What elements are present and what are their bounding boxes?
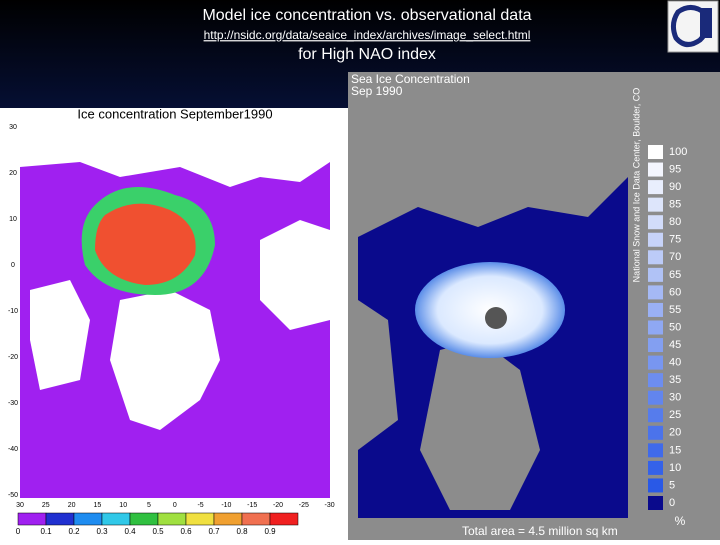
colorbar-label: 0.9 [264, 527, 276, 536]
legend-swatch [648, 425, 663, 440]
legend-label: 55 [669, 304, 681, 316]
legend-swatch [648, 408, 663, 423]
model-map [0, 108, 355, 540]
legend-label: 85 [669, 199, 681, 211]
x-axis-label: -10 [221, 502, 231, 509]
colorbar-swatch [241, 512, 271, 526]
y-axis-label: 30 [9, 124, 17, 131]
legend-label: 100 [669, 146, 687, 158]
colorbar-swatch [17, 512, 47, 526]
legend-swatch [648, 320, 663, 335]
legend-swatch [648, 197, 663, 212]
colorbar-label: 0.8 [236, 527, 248, 536]
legend-swatch [648, 478, 663, 493]
legend-label: 0 [669, 497, 675, 509]
legend-swatch [648, 338, 663, 353]
observed-map-date: Sep 1990 [351, 84, 403, 98]
y-axis-label: -40 [8, 446, 18, 453]
x-axis-label: -15 [247, 502, 257, 509]
logo [667, 0, 719, 53]
y-axis-label: -30 [8, 400, 18, 407]
colorbar-label: 0.1 [40, 527, 52, 536]
source-url[interactable]: http://nsidc.org/data/seaice_index/archi… [204, 28, 531, 42]
colorbar-label: 0.3 [96, 527, 108, 536]
colorbar-swatch [269, 512, 299, 526]
y-axis-label: 20 [9, 170, 17, 177]
colorbar-label: 0.2 [68, 527, 80, 536]
colorbar-swatch [157, 512, 187, 526]
slide-subtitle: for High NAO index [298, 46, 436, 63]
model-map-title: Ice concentration September1990 [77, 106, 272, 121]
colorbar-swatch [213, 512, 243, 526]
legend-swatch [648, 496, 663, 510]
legend-swatch [648, 162, 663, 177]
legend-label: 50 [669, 321, 681, 333]
legend-label: 65 [669, 269, 681, 281]
legend-unit: % [675, 514, 686, 528]
legend-swatch [648, 460, 663, 475]
x-axis-label: 25 [42, 502, 50, 509]
legend-swatch [648, 355, 663, 370]
x-axis-label: -5 [197, 502, 203, 509]
y-axis-label: 0 [11, 262, 15, 269]
colorbar-label: 0.4 [124, 527, 136, 536]
legend-swatch [648, 373, 663, 388]
y-axis-label: -10 [8, 308, 18, 315]
colorbar-swatch [101, 512, 131, 526]
y-axis-label: 10 [9, 216, 17, 223]
legend-swatch [648, 180, 663, 195]
x-axis-label: 15 [94, 502, 102, 509]
legend-label: 45 [669, 339, 681, 351]
x-axis-label: 0 [173, 502, 177, 509]
x-axis-label: 5 [147, 502, 151, 509]
x-axis-label: -30 [325, 502, 335, 509]
legend-swatch [648, 232, 663, 247]
legend-label: 35 [669, 374, 681, 386]
y-axis-label: -20 [8, 354, 18, 361]
colorbar-label: 0.7 [208, 527, 220, 536]
legend-label: 25 [669, 409, 681, 421]
legend-swatch [648, 443, 663, 458]
legend-label: 60 [669, 286, 681, 298]
x-axis-label: 10 [119, 502, 127, 509]
legend-label: 95 [669, 163, 681, 175]
legend-label: 10 [669, 462, 681, 474]
colorbar-swatch [185, 512, 215, 526]
legend-label: 20 [669, 427, 681, 439]
x-axis-label: -25 [299, 502, 309, 509]
legend-label: 30 [669, 392, 681, 404]
x-axis-label: -20 [273, 502, 283, 509]
colorbar-label: 0 [16, 527, 21, 536]
legend-label: 90 [669, 181, 681, 193]
legend-swatch [648, 285, 663, 300]
legend-swatch [648, 250, 663, 265]
observed-map [348, 72, 720, 540]
legend-label: 40 [669, 357, 681, 369]
legend-label: 70 [669, 251, 681, 263]
total-area: Total area = 4.5 million sq km [462, 524, 618, 538]
legend-label: 75 [669, 234, 681, 246]
colorbar-label: 0.5 [152, 527, 164, 536]
legend-swatch [648, 267, 663, 282]
legend-swatch [648, 145, 663, 159]
x-axis-label: 30 [16, 502, 24, 509]
legend-label: 15 [669, 444, 681, 456]
legend-swatch [648, 302, 663, 317]
credit: National Snow and Ice Data Center, Bould… [631, 88, 641, 283]
x-axis-label: 20 [68, 502, 76, 509]
legend-swatch [648, 215, 663, 230]
observed-map-title: Sea Ice Concentration [351, 72, 470, 86]
legend-swatch [648, 390, 663, 405]
legend-label: 80 [669, 216, 681, 228]
colorbar-label: 0.6 [180, 527, 192, 536]
slide-title: Model ice concentration vs. observationa… [202, 7, 531, 24]
colorbar-swatch [73, 512, 103, 526]
colorbar-swatch [129, 512, 159, 526]
legend-label: 5 [669, 479, 675, 491]
y-axis-label: -50 [8, 492, 18, 499]
colorbar-swatch [45, 512, 75, 526]
